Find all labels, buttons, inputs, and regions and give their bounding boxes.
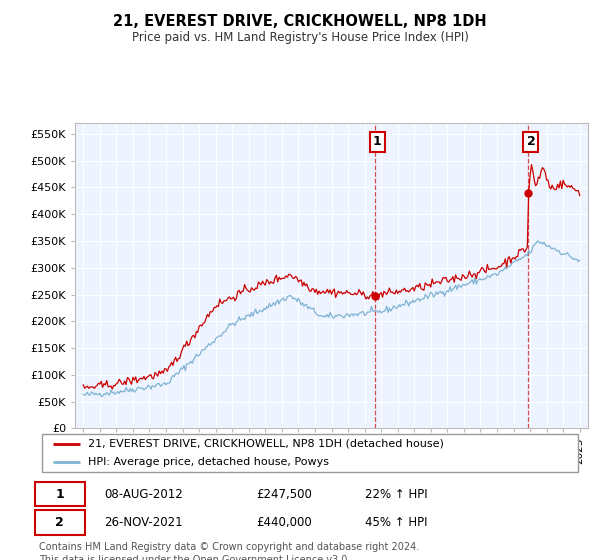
Text: 2: 2 (55, 516, 64, 529)
Text: £440,000: £440,000 (256, 516, 312, 529)
FancyBboxPatch shape (42, 433, 578, 473)
Text: £247,500: £247,500 (256, 488, 312, 501)
Text: 45% ↑ HPI: 45% ↑ HPI (365, 516, 427, 529)
Text: 08-AUG-2012: 08-AUG-2012 (104, 488, 183, 501)
FancyBboxPatch shape (35, 482, 85, 506)
Text: 26-NOV-2021: 26-NOV-2021 (104, 516, 183, 529)
FancyBboxPatch shape (35, 510, 85, 535)
Text: 21, EVEREST DRIVE, CRICKHOWELL, NP8 1DH (detached house): 21, EVEREST DRIVE, CRICKHOWELL, NP8 1DH … (88, 439, 444, 449)
Text: HPI: Average price, detached house, Powys: HPI: Average price, detached house, Powy… (88, 458, 329, 467)
Text: Contains HM Land Registry data © Crown copyright and database right 2024.
This d: Contains HM Land Registry data © Crown c… (39, 542, 419, 560)
Text: 21, EVEREST DRIVE, CRICKHOWELL, NP8 1DH: 21, EVEREST DRIVE, CRICKHOWELL, NP8 1DH (113, 14, 487, 29)
Text: 22% ↑ HPI: 22% ↑ HPI (365, 488, 427, 501)
Text: 2: 2 (527, 136, 535, 148)
Text: 1: 1 (55, 488, 64, 501)
Text: Price paid vs. HM Land Registry's House Price Index (HPI): Price paid vs. HM Land Registry's House … (131, 31, 469, 44)
Text: 1: 1 (373, 136, 382, 148)
